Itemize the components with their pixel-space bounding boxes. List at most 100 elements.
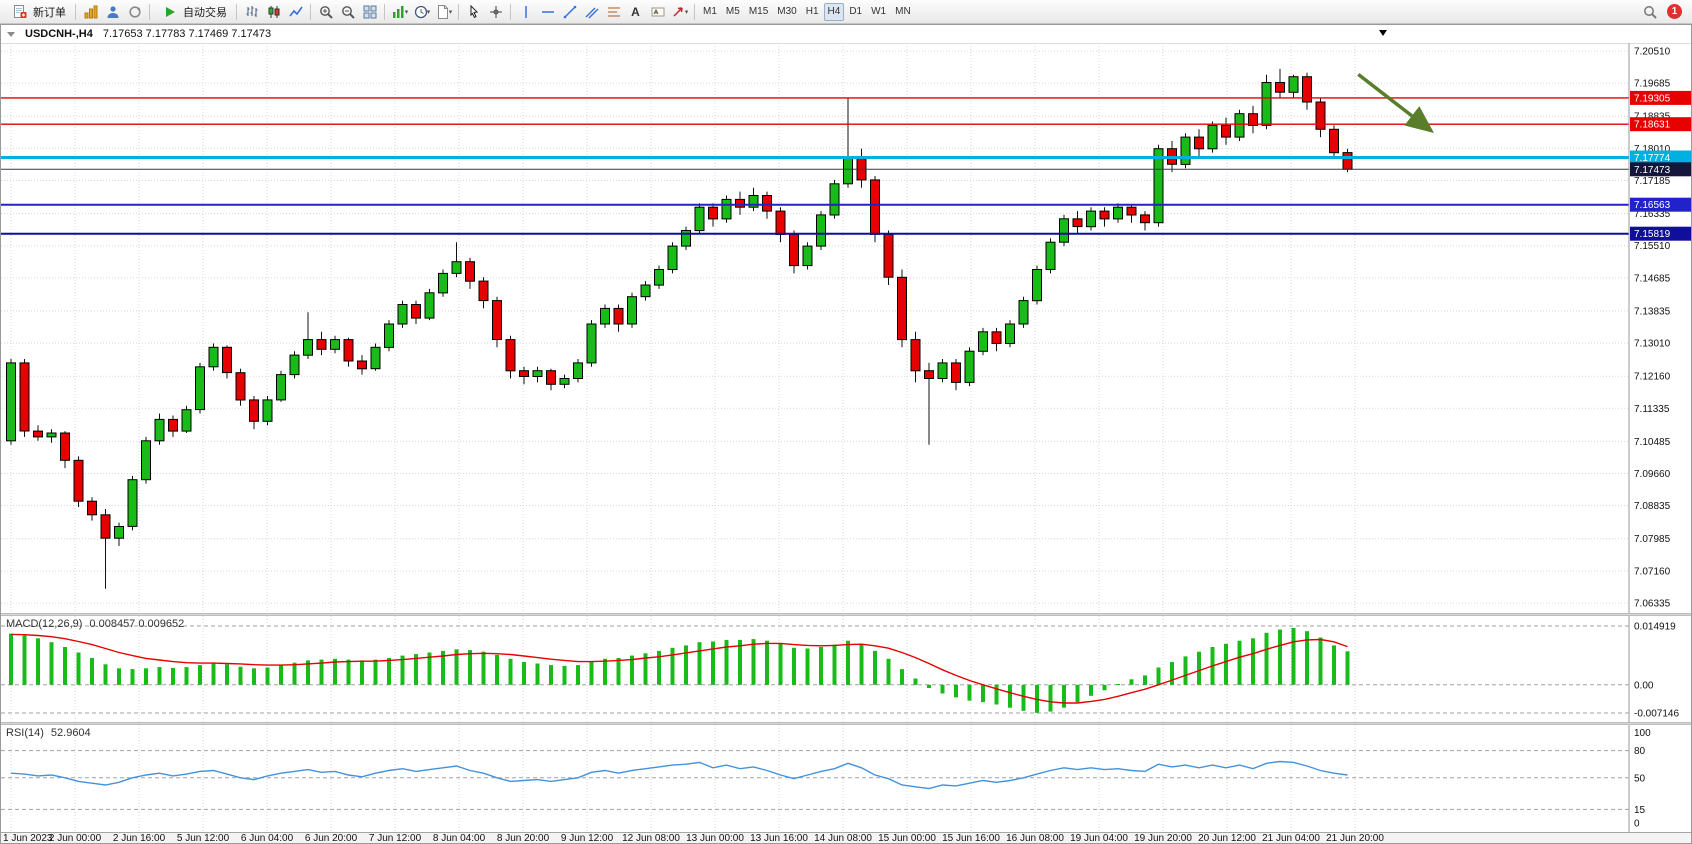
arrows-tool-dropdown[interactable]: ▾	[669, 1, 690, 22]
timeframe-w1[interactable]: W1	[867, 3, 890, 21]
time-label: 21 Jun 20:00	[1326, 833, 1384, 844]
svg-text:-0.007146: -0.007146	[1634, 709, 1679, 720]
svg-text:7.17185: 7.17185	[1634, 176, 1671, 187]
tile-windows-icon[interactable]	[359, 1, 380, 22]
svg-text:7.19305: 7.19305	[1634, 93, 1671, 104]
templates-dropdown[interactable]: ▾	[433, 1, 454, 22]
rsi-label: RSI(14) 52.9604	[6, 727, 91, 739]
new-order-icon	[9, 1, 30, 22]
time-label: 13 Jun 00:00	[686, 833, 744, 844]
toolbar-separator	[458, 3, 459, 20]
timeframes-dropdown[interactable]: ▾	[411, 1, 432, 22]
main-chart[interactable]: 7.205107.196857.188357.180107.171857.163…	[1, 43, 1691, 613]
svg-text:7.19685: 7.19685	[1634, 79, 1671, 90]
macd-label: MACD(12,26,9) 0.008457 0.009652	[6, 618, 184, 630]
toolbar-right: 1	[1639, 1, 1688, 22]
timeframe-m30[interactable]: M30	[773, 3, 800, 21]
time-label: 7 Jun 12:00	[368, 833, 422, 844]
time-label: 15 Jun 16:00	[942, 833, 1000, 844]
chevron-down-icon: ▾	[684, 8, 689, 16]
indicators-dropdown[interactable]: ▾	[389, 1, 410, 22]
timeframe-mn[interactable]: MN	[891, 3, 915, 21]
toolbar-separator	[236, 3, 237, 20]
svg-text:7.09660: 7.09660	[1634, 469, 1671, 480]
vertical-line-tool-icon[interactable]	[515, 1, 536, 22]
svg-text:0: 0	[1634, 819, 1640, 830]
zoom-out-icon[interactable]	[337, 1, 358, 22]
horizontal-line-tool-icon[interactable]	[537, 1, 558, 22]
autotrade-play-icon	[159, 1, 180, 22]
time-label: 16 Jun 08:00	[1006, 833, 1064, 844]
svg-text:15: 15	[1634, 805, 1646, 816]
svg-text:7.15819: 7.15819	[1634, 229, 1671, 240]
time-label: 2 Jun 00:00	[48, 833, 102, 844]
zoom-in-icon[interactable]	[315, 1, 336, 22]
one-click-trading-toggle[interactable]	[7, 31, 15, 37]
svg-text:7.07985: 7.07985	[1634, 534, 1671, 545]
timeframe-d1[interactable]: D1	[845, 3, 866, 21]
timeframe-m15[interactable]: M15	[745, 3, 772, 21]
svg-text:7.16563: 7.16563	[1634, 200, 1671, 211]
svg-text:7.10485: 7.10485	[1634, 437, 1671, 448]
toolbar: 新订单 自动交易 ▾ ▾ ▾	[0, 0, 1692, 24]
time-label: 19 Jun 04:00	[1070, 833, 1128, 844]
svg-text:80: 80	[1634, 746, 1646, 757]
search-icon[interactable]	[1639, 1, 1660, 22]
toolbar-separator	[694, 3, 695, 20]
main-price-pane[interactable]: 7.205107.196857.188357.180107.171857.163…	[1, 43, 1691, 613]
rsi-value: 52.9604	[50, 727, 91, 739]
toolbar-separator	[75, 3, 76, 20]
macd-chart[interactable]: 0.014919 0.00 -0.007146	[1, 616, 1691, 722]
timeframe-m5[interactable]: M5	[722, 3, 744, 21]
algo-trading-button[interactable]: 自动交易	[154, 2, 232, 22]
time-label: 12 Jun 08:00	[622, 833, 680, 844]
toolbar-separator	[384, 3, 385, 20]
bar-chart-icon[interactable]	[241, 1, 262, 22]
time-label: 5 Jun 12:00	[176, 833, 230, 844]
trendline-tool-icon[interactable]	[559, 1, 580, 22]
cursor-icon[interactable]	[463, 1, 484, 22]
chart-ohlc-values: 7.17653 7.17783 7.17469 7.17473	[102, 28, 272, 40]
time-label: 1 Jun 2023	[3, 833, 53, 844]
charts-icon[interactable]	[80, 1, 101, 22]
time-label: 15 Jun 00:00	[878, 833, 936, 844]
refresh-icon[interactable]	[124, 1, 145, 22]
toolbar-separator	[310, 3, 311, 20]
pane-divider[interactable]	[1, 613, 1691, 616]
rsi-pane[interactable]: RSI(14) 52.9604 100 80 50 15 0	[1, 725, 1691, 832]
candlestick-icon[interactable]	[263, 1, 284, 22]
chevron-down-icon: ▾	[404, 8, 409, 16]
time-label: 2 Jun 16:00	[112, 833, 166, 844]
svg-text:7.08835: 7.08835	[1634, 501, 1671, 512]
pane-divider[interactable]	[1, 722, 1691, 725]
chevron-down-icon: ▾	[426, 8, 431, 16]
time-label: 19 Jun 20:00	[1134, 833, 1192, 844]
time-label: 14 Jun 08:00	[814, 833, 872, 844]
time-label: 8 Jun 20:00	[496, 833, 550, 844]
line-chart-icon[interactable]	[285, 1, 306, 22]
svg-text:0.014919: 0.014919	[1634, 622, 1676, 633]
svg-text:7.12160: 7.12160	[1634, 372, 1671, 383]
svg-text:7.15510: 7.15510	[1634, 241, 1671, 252]
svg-text:7.06335: 7.06335	[1634, 599, 1671, 610]
fibonacci-tool-icon[interactable]	[603, 1, 624, 22]
notification-badge[interactable]: 1	[1667, 4, 1682, 19]
time-label: 8 Jun 04:00	[432, 833, 486, 844]
time-label: 6 Jun 20:00	[304, 833, 358, 844]
new-order-button[interactable]: 新订单	[4, 2, 71, 22]
rsi-chart[interactable]: 100 80 50 15 0	[1, 725, 1691, 832]
timeframe-h1[interactable]: H1	[802, 3, 823, 21]
profile-icon[interactable]	[102, 1, 123, 22]
label-tool-icon[interactable]	[647, 1, 668, 22]
text-tool-icon[interactable]: A	[625, 1, 646, 22]
macd-pane[interactable]: MACD(12,26,9) 0.008457 0.009652 0.014919…	[1, 616, 1691, 722]
timeframe-h4[interactable]: H4	[823, 2, 845, 21]
toolbar-separator	[510, 3, 511, 20]
svg-text:7.18631: 7.18631	[1634, 120, 1671, 131]
scroll-marker-icon	[1379, 30, 1387, 36]
time-label: 13 Jun 16:00	[750, 833, 808, 844]
timeframe-m1[interactable]: M1	[699, 3, 721, 21]
channel-tool-icon[interactable]	[581, 1, 602, 22]
crosshair-icon[interactable]	[485, 1, 506, 22]
svg-text:7.18010: 7.18010	[1634, 144, 1671, 155]
